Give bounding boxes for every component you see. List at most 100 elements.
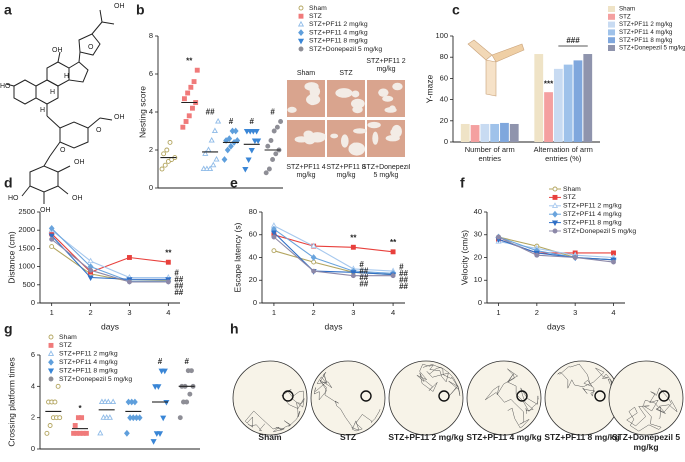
annotation: ## xyxy=(399,282,408,291)
data-point xyxy=(156,431,164,437)
y-tick-label: 80 xyxy=(440,52,448,61)
photo-label-text: Sham xyxy=(296,70,316,77)
annotation: ## xyxy=(359,279,368,288)
pool xyxy=(388,360,464,436)
data-point xyxy=(350,270,357,276)
panel-label: f xyxy=(460,175,465,191)
bar xyxy=(544,92,553,142)
y-tick-label: 40 xyxy=(440,95,448,104)
maze-arm xyxy=(467,39,493,61)
swim-path xyxy=(313,371,381,432)
data-point xyxy=(265,143,271,149)
data-point xyxy=(132,398,138,406)
y-axis-title: Y-maze xyxy=(424,74,434,103)
data-point xyxy=(350,273,356,279)
platform xyxy=(658,390,670,402)
data-point xyxy=(177,415,183,421)
y-axis-title: Nesting score xyxy=(137,86,147,138)
data-point xyxy=(44,430,50,436)
legend-marker xyxy=(551,202,559,208)
series-line xyxy=(51,235,169,280)
data-point xyxy=(136,414,143,422)
annotation: ## xyxy=(359,266,368,275)
data-point xyxy=(226,135,233,142)
x-tick-label-text: Alternation of arm entries (%) xyxy=(533,146,593,163)
atom-label: O xyxy=(60,147,66,154)
photo-label-text: STZ+PF11 4 mg/kg xyxy=(286,164,326,180)
series-line xyxy=(498,236,614,263)
data-point xyxy=(160,415,167,422)
data-point xyxy=(271,248,277,254)
bracket-label: ### xyxy=(566,36,580,45)
panel-label: e xyxy=(230,175,238,191)
data-point xyxy=(188,84,194,90)
data-point xyxy=(57,415,63,421)
photo-label: STZ+PF11 4 mg/kg xyxy=(286,164,326,180)
data-point xyxy=(183,119,189,124)
data-point xyxy=(311,268,317,274)
legend-swatch xyxy=(608,29,615,36)
data-point xyxy=(271,234,277,240)
photo-label-text: STZ xyxy=(339,70,353,77)
data-point xyxy=(106,414,113,420)
x-tick-label: 4 xyxy=(391,308,395,317)
series-line xyxy=(498,241,614,259)
annotation: # xyxy=(359,260,364,269)
nest-material xyxy=(392,82,403,91)
y-tick-label: 4 xyxy=(149,107,153,116)
pool-label: STZ+PF11 2 mg/kg xyxy=(388,433,463,442)
y-tick-label: 2000 xyxy=(18,225,35,234)
panel-label: d xyxy=(4,175,13,191)
series-line xyxy=(273,234,394,253)
data-point xyxy=(611,259,616,265)
data-point xyxy=(310,254,317,261)
data-point xyxy=(202,150,209,156)
panel-label: b xyxy=(136,2,145,18)
annotation: # xyxy=(184,357,189,366)
legend-marker xyxy=(298,13,304,19)
y-tick-label: 20 xyxy=(474,252,482,261)
annotation: # xyxy=(270,108,275,117)
legend-marker xyxy=(48,376,54,382)
y-tick-label: 500 xyxy=(22,280,35,289)
y-tick-label: 2 xyxy=(31,413,35,422)
data-point xyxy=(52,399,58,405)
legend-label: Sham xyxy=(309,5,327,12)
y-axis-title: Velocity (cm/s) xyxy=(459,230,469,285)
legend-swatch xyxy=(608,45,615,51)
legend-swatch xyxy=(608,13,615,20)
pool xyxy=(608,360,684,436)
nest-material xyxy=(287,106,297,113)
data-point xyxy=(273,151,279,157)
pool-label: STZ+PF11 4 mg/kg xyxy=(466,433,541,442)
nest-material xyxy=(304,82,319,91)
legend-swatch xyxy=(608,21,615,28)
nest-material xyxy=(372,131,379,145)
data-point xyxy=(87,275,94,282)
bar xyxy=(490,123,500,142)
annotation: ## xyxy=(174,282,183,291)
y-tick-label: 6 xyxy=(31,350,35,359)
legend-label: STZ+PF11 4 mg/kg xyxy=(563,211,622,218)
nest-material xyxy=(348,142,366,156)
annotation: *** xyxy=(544,79,554,88)
platform xyxy=(594,390,606,402)
data-point xyxy=(213,155,220,162)
platform xyxy=(360,390,372,402)
y-tick-label: 10 xyxy=(474,275,482,284)
series-line xyxy=(273,228,394,274)
annotation: ## xyxy=(206,108,215,117)
legend-label: STZ+PF11 4 mg/kg xyxy=(619,29,673,36)
data-point xyxy=(187,391,193,397)
y-tick-label: 4 xyxy=(31,381,35,390)
pool xyxy=(232,360,308,436)
atom-label: H xyxy=(40,107,45,114)
data-point xyxy=(248,147,255,154)
data-point xyxy=(155,384,162,390)
annotation: ** xyxy=(165,248,172,257)
legend-marker xyxy=(47,368,55,375)
x-tick-label: 3 xyxy=(351,308,355,317)
series-line xyxy=(51,228,169,282)
y-tick-label: 0 xyxy=(444,137,448,146)
x-tick-label: Number of arm entries xyxy=(465,146,515,163)
